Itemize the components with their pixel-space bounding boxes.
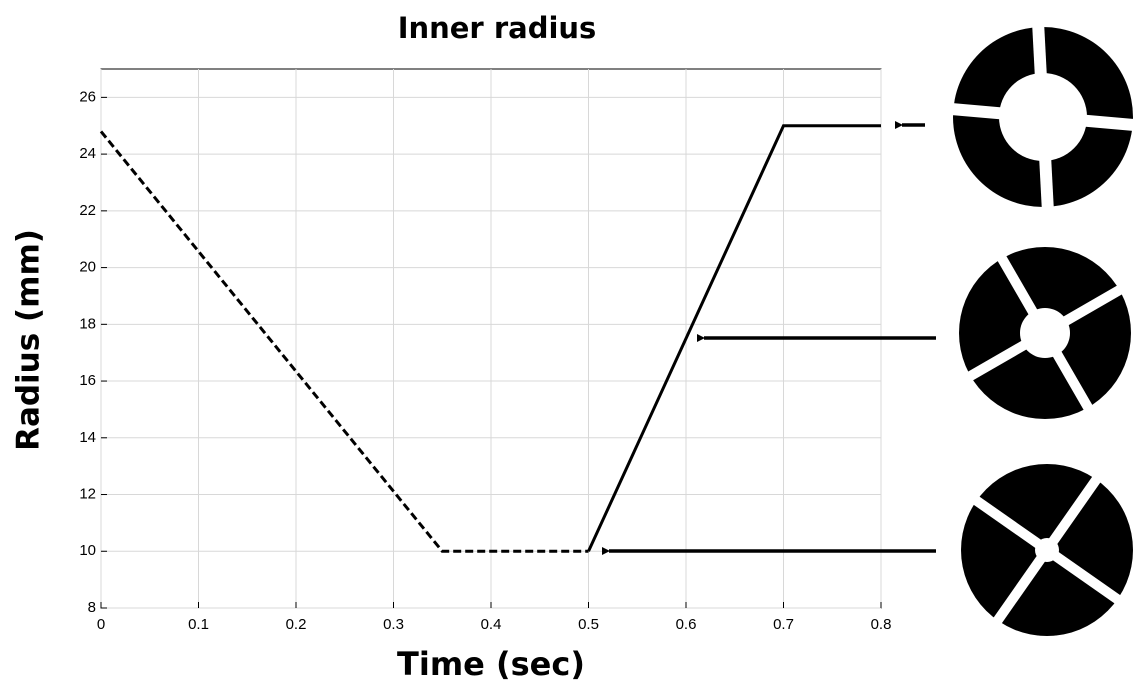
x-tick-label: 0.8 (871, 616, 892, 633)
line-series (99, 130, 589, 553)
y-tick-label: 26 (79, 88, 96, 105)
y-tick-label: 20 (79, 259, 96, 276)
arrows (602, 121, 936, 555)
y-tick-label: 16 (79, 372, 96, 389)
shape-medium-hole (959, 247, 1131, 419)
x-tick-label: 0.7 (773, 616, 794, 633)
x-tick-label: 0.2 (286, 616, 307, 633)
x-tick-label: 0.5 (578, 616, 599, 633)
y-tick-label: 14 (79, 429, 96, 446)
x-tick-label: 0.6 (676, 616, 697, 633)
shape-large-hole (947, 21, 1134, 213)
y-tick-label: 10 (79, 542, 96, 559)
x-tick-label: 0 (97, 616, 105, 633)
shape-small-hole (961, 464, 1133, 636)
x-axis-label: Time (sec) (397, 645, 585, 683)
line-series (587, 124, 881, 552)
y-tick-label: 24 (79, 145, 96, 162)
x-tick-label: 0.3 (383, 616, 404, 633)
y-tick-label: 8 (88, 599, 96, 616)
x-tick-label: 0.4 (481, 616, 502, 633)
chart-title: Inner radius (398, 11, 597, 45)
y-tick-label: 22 (79, 202, 96, 219)
x-tick-label: 0.1 (188, 616, 209, 633)
y-tick-label: 18 (79, 315, 96, 332)
y-tick-label: 12 (79, 485, 96, 502)
y-axis-label: Radius (mm) (11, 229, 47, 451)
